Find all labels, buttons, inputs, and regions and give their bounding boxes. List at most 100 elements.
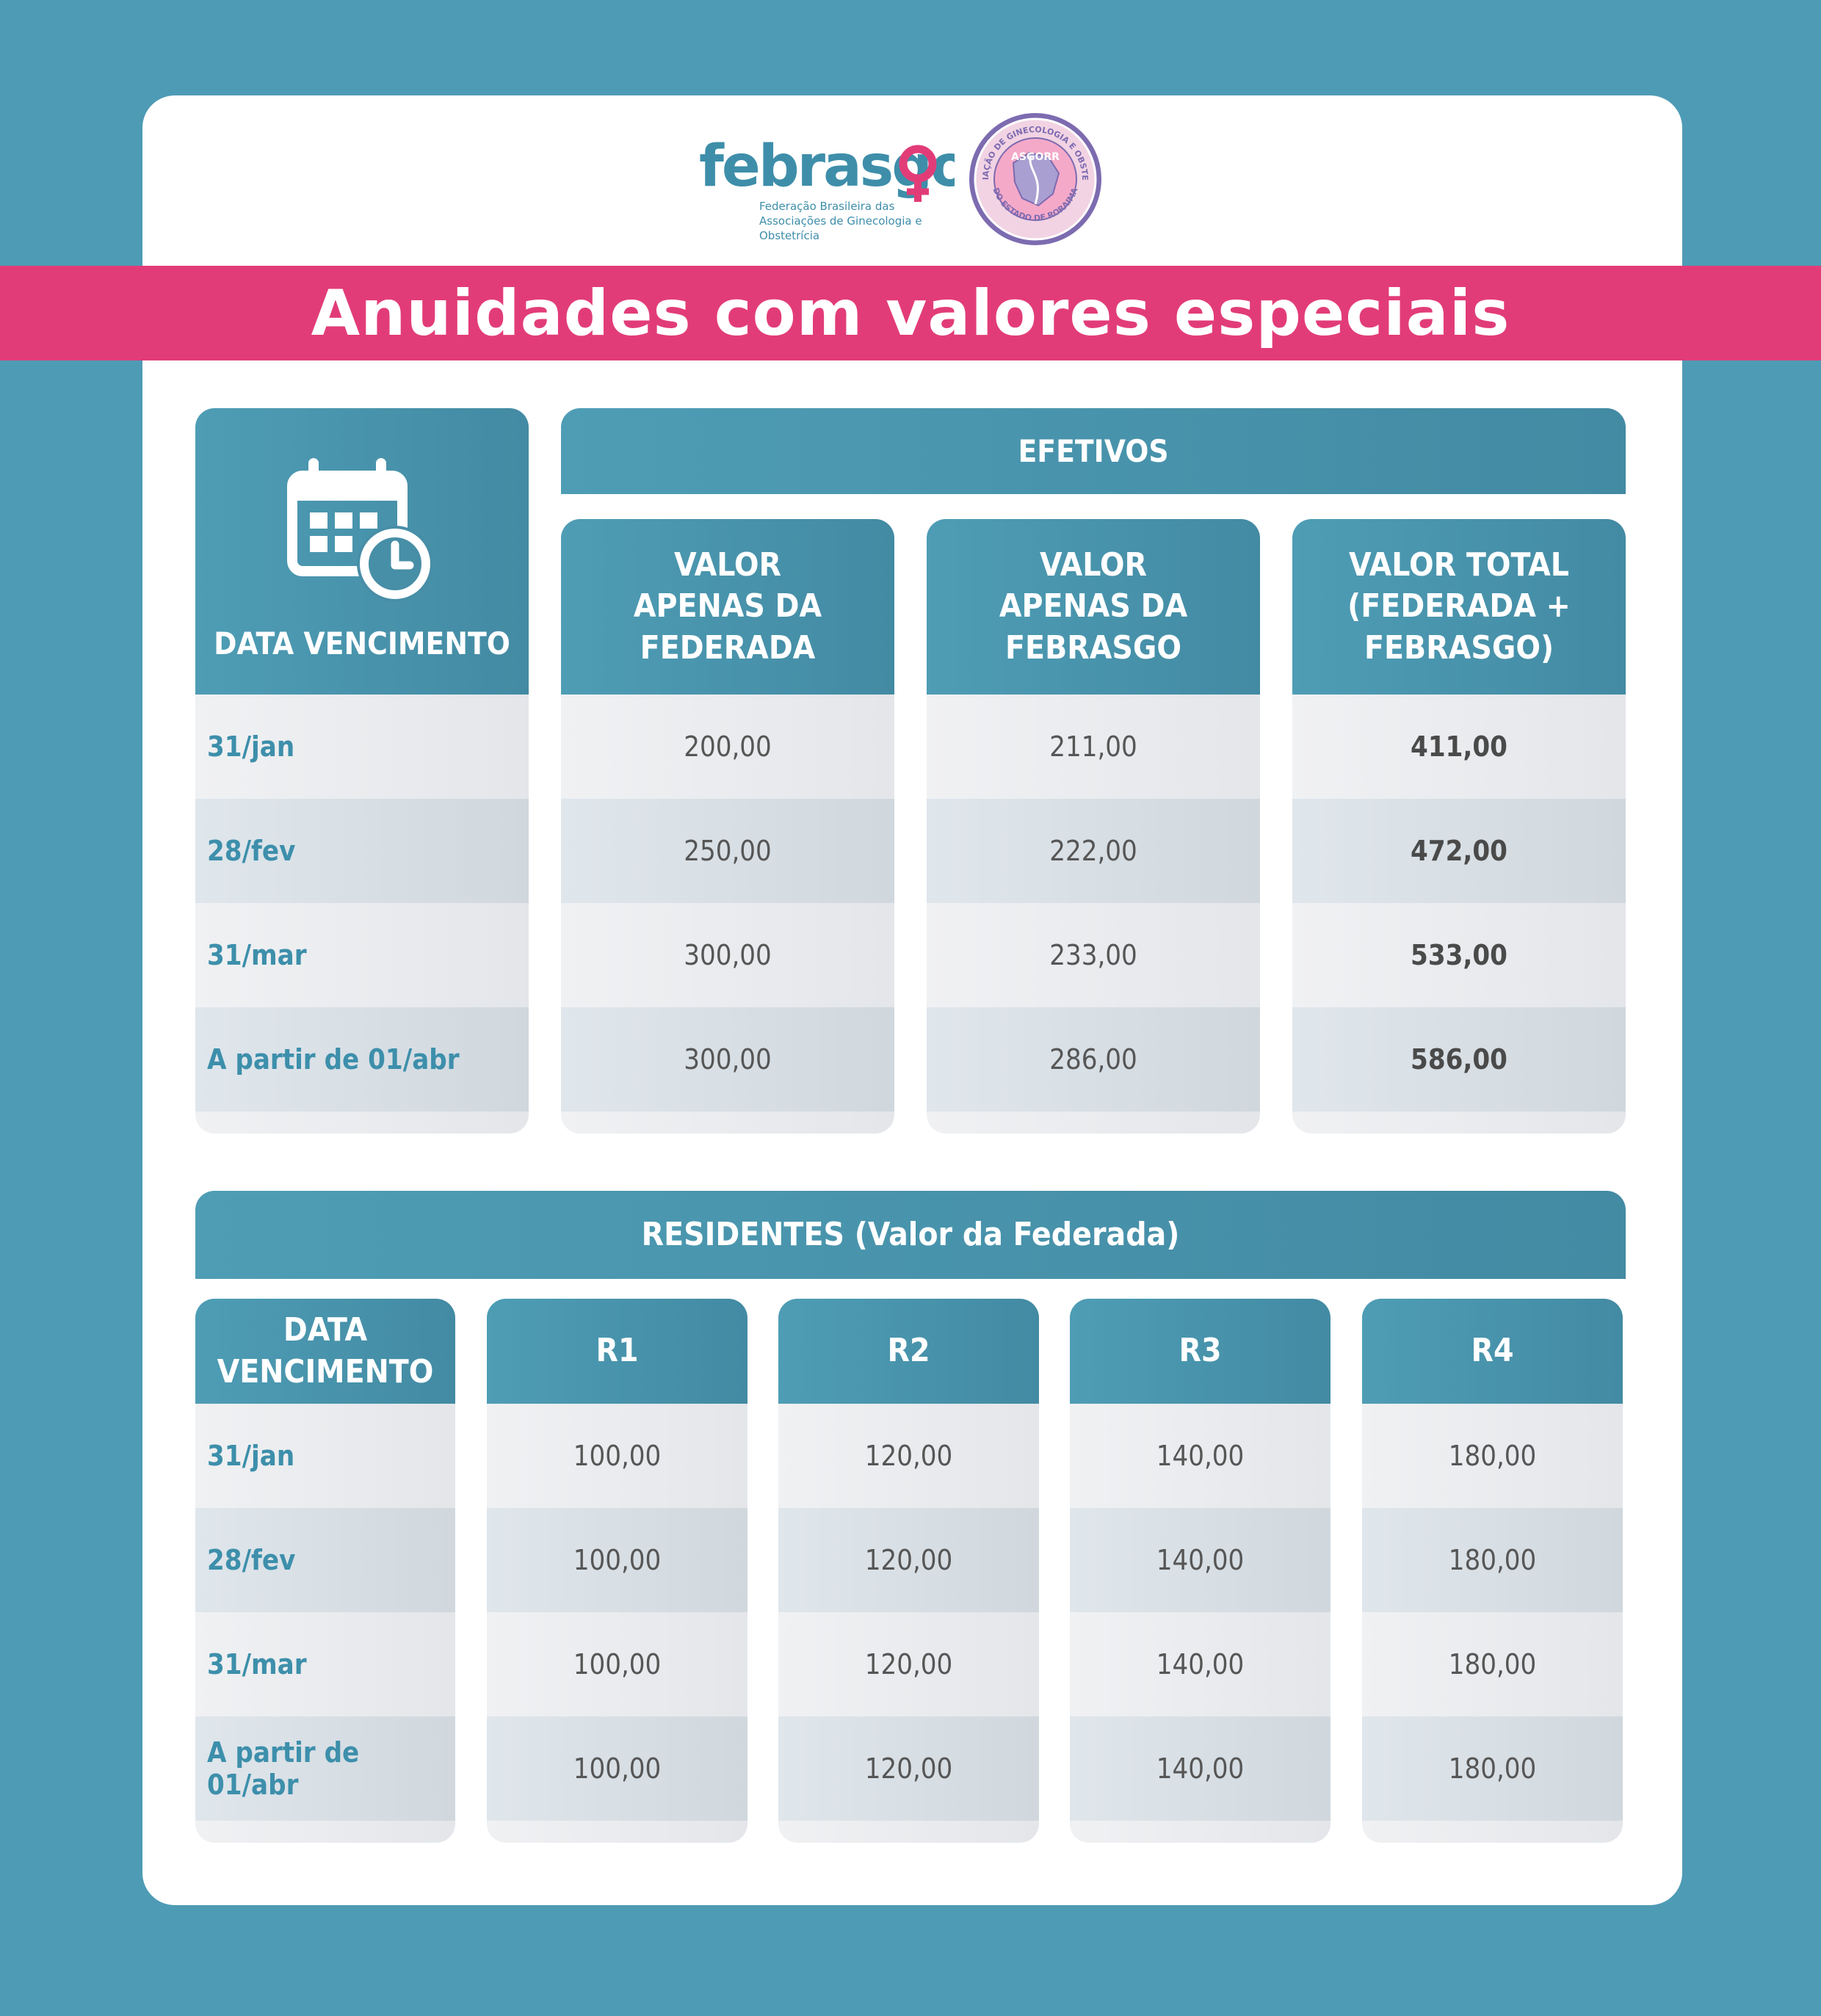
table-cell: 180,00	[1362, 1508, 1623, 1612]
efetivos-federada-column: 200,00 250,00 300,00 300,00	[561, 695, 894, 1134]
r2-value: 120,00	[864, 1752, 953, 1785]
residentes-r4-header: R4	[1362, 1299, 1623, 1404]
febrasgo-value: 211,00	[1049, 730, 1137, 763]
efetivos-date-header-label: DATA VENCIMENTO	[214, 626, 510, 662]
table-row: 31/mar	[195, 903, 529, 1007]
r4-value: 180,00	[1448, 1440, 1537, 1472]
residentes-date-header: DATA VENCIMENTO	[195, 1299, 455, 1404]
date-cell: 31/mar	[207, 939, 307, 971]
date-cell: 28/fev	[207, 835, 296, 867]
r1-value: 100,00	[573, 1752, 662, 1785]
total-value: 411,00	[1411, 730, 1507, 763]
table-cell: 286,00	[927, 1007, 1260, 1112]
residentes-r2-header: R2	[778, 1299, 1039, 1404]
residentes-r2-column: 120,00 120,00 120,00 120,00	[778, 1404, 1039, 1843]
date-cell: 28/fev	[207, 1544, 296, 1576]
table-cell: 472,00	[1292, 799, 1626, 903]
efetivos-col1-header: VALOR APENAS DA FEDERADA	[561, 519, 894, 695]
febrasgo-logo: febrasgo Federação Brasileira das Associ…	[698, 128, 970, 242]
federada-value: 250,00	[684, 835, 772, 867]
table-cell: 180,00	[1362, 1404, 1623, 1508]
date-cell: 31/mar	[207, 1648, 307, 1680]
table-cell: 120,00	[778, 1716, 1039, 1821]
efetivos-date-column: 31/jan 28/fev 31/mar A partir de 01/abr	[195, 695, 529, 1134]
r2-value: 120,00	[864, 1440, 953, 1472]
febrasgo-value: 286,00	[1049, 1043, 1137, 1076]
table-cell: 586,00	[1292, 1007, 1626, 1112]
febrasgo-value: 222,00	[1049, 835, 1137, 867]
table-cell: 100,00	[487, 1612, 747, 1716]
r2-value: 120,00	[864, 1544, 953, 1576]
residentes-r1-column: 100,00 100,00 100,00 100,00	[487, 1404, 747, 1843]
r4-header-label: R4	[1471, 1332, 1514, 1370]
residentes-date-header-label: DATA VENCIMENTO	[217, 1311, 434, 1390]
residentes-r1-header: R1	[487, 1299, 747, 1404]
table-cell: 140,00	[1070, 1612, 1331, 1716]
calendar-clock-icon	[287, 458, 433, 603]
table-cell: 250,00	[561, 799, 894, 903]
r3-header-label: R3	[1179, 1332, 1222, 1370]
date-cell: A partir de 01/abr	[207, 1736, 360, 1801]
residentes-section-title: RESIDENTES (Valor da Federada)	[641, 1215, 1180, 1253]
total-value: 533,00	[1411, 939, 1507, 971]
table-cell: 300,00	[561, 903, 894, 1007]
date-cell: 31/jan	[207, 1440, 295, 1472]
efetivos-col3-header: VALOR TOTAL (FEDERADA + FEBRASGO)	[1292, 519, 1626, 695]
table-cell: 180,00	[1362, 1716, 1623, 1821]
residentes-r3-header: R3	[1070, 1299, 1331, 1404]
efetivos-total-column: 411,00 472,00 533,00 586,00	[1292, 695, 1626, 1134]
r3-value: 140,00	[1156, 1752, 1245, 1785]
table-cell: 140,00	[1070, 1716, 1331, 1821]
total-value: 472,00	[1411, 835, 1507, 867]
table-cell: 100,00	[487, 1716, 747, 1821]
r4-value: 180,00	[1448, 1648, 1537, 1680]
r2-header-label: R2	[887, 1332, 930, 1370]
table-row: 31/jan	[195, 1404, 455, 1508]
febrasgo-value: 233,00	[1049, 939, 1137, 971]
table-row: 31/mar	[195, 1612, 455, 1716]
r1-value: 100,00	[573, 1440, 662, 1472]
federada-header-label: VALOR APENAS DA FEDERADA	[633, 546, 822, 667]
table-cell: 180,00	[1362, 1612, 1623, 1716]
table-row: 31/jan	[195, 695, 529, 799]
table-cell: 140,00	[1070, 1404, 1331, 1508]
r3-value: 140,00	[1156, 1648, 1245, 1680]
efetivos-section-header: EFETIVOS	[561, 408, 1626, 494]
table-cell: 100,00	[487, 1404, 747, 1508]
table-cell: 120,00	[778, 1612, 1039, 1716]
table-cell: 200,00	[561, 695, 894, 799]
table-cell: 120,00	[778, 1404, 1039, 1508]
table-row: 28/fev	[195, 799, 529, 903]
title-banner: Anuidades com valores especiais	[0, 266, 1821, 360]
efetivos-section-title: EFETIVOS	[1018, 432, 1169, 469]
table-row: A partir de 01/abr	[195, 1716, 455, 1821]
r3-value: 140,00	[1156, 1544, 1245, 1576]
efetivos-date-header: DATA VENCIMENTO	[195, 408, 529, 695]
date-cell: A partir de 01/abr	[207, 1043, 460, 1076]
residentes-date-column: 31/jan 28/fev 31/mar A partir de 01/abr	[195, 1404, 455, 1843]
efetivos-col2-header: VALOR APENAS DA FEBRASGO	[927, 519, 1260, 695]
table-row: A partir de 01/abr	[195, 1007, 529, 1112]
r1-value: 100,00	[573, 1648, 662, 1680]
residentes-section-header: RESIDENTES (Valor da Federada)	[195, 1191, 1626, 1279]
table-cell: 100,00	[487, 1508, 747, 1612]
table-cell: 222,00	[927, 799, 1260, 903]
total-header-label: VALOR TOTAL (FEDERADA + FEBRASGO)	[1347, 546, 1571, 667]
residentes-r3-column: 140,00 140,00 140,00 140,00	[1070, 1404, 1331, 1843]
asgorr-seal: ASSOCIAÇÃO DE GINECOLOGIA E OBSTETRÍCIA …	[964, 104, 1103, 247]
febrasgo-logo-graphic: febrasgo	[699, 134, 970, 202]
r4-value: 180,00	[1448, 1752, 1537, 1785]
table-cell: 211,00	[927, 695, 1260, 799]
table-cell: 233,00	[927, 903, 1260, 1007]
r4-value: 180,00	[1448, 1544, 1537, 1576]
table-cell: 120,00	[778, 1508, 1039, 1612]
table-cell: 533,00	[1292, 903, 1626, 1007]
table-cell: 300,00	[561, 1007, 894, 1112]
table-cell: 140,00	[1070, 1508, 1331, 1612]
efetivos-febrasgo-column: 211,00 222,00 233,00 286,00	[927, 695, 1260, 1134]
date-cell: 31/jan	[207, 730, 295, 763]
asgorr-seal-graphic: ASSOCIAÇÃO DE GINECOLOGIA E OBSTETRÍCIA …	[964, 104, 1101, 245]
residentes-r4-column: 180,00 180,00 180,00 180,00	[1362, 1404, 1623, 1843]
total-value: 586,00	[1411, 1043, 1507, 1076]
federada-value: 300,00	[684, 939, 772, 971]
